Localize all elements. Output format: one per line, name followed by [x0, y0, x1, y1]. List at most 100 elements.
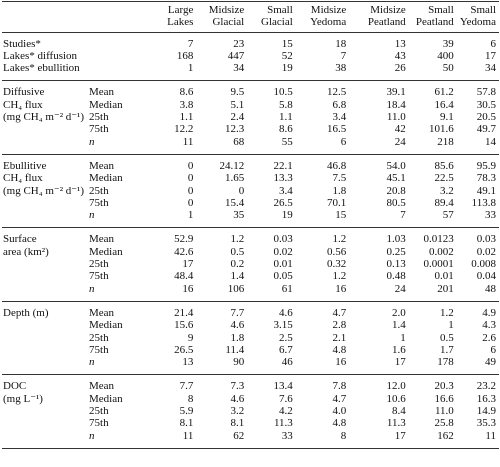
cell: 0.002 — [429, 245, 454, 258]
cell: 0.02 — [476, 245, 496, 258]
cell: 2.5 — [279, 331, 293, 344]
cell: 0.48 — [386, 270, 406, 283]
cell: 26.5 — [174, 343, 194, 356]
header-line: Small — [470, 4, 496, 16]
label-line: (mg L⁻¹) — [3, 392, 43, 405]
stat-row: Diffusive CH₄ flux (mg CH₄ m⁻² d⁻¹) Mean 8.6… — [2, 81, 499, 123]
cell: 6.7 — [279, 343, 293, 356]
cell: 57.8 — [476, 86, 496, 99]
cell: 8.1 — [179, 417, 194, 430]
column-header: Midsize Glacial — [196, 2, 247, 33]
cell: 1 — [400, 331, 406, 344]
cell: 89.4 — [434, 196, 454, 209]
cell: 6 — [490, 37, 497, 50]
cell: 1.1 — [279, 111, 293, 124]
cell: 38 — [335, 62, 347, 75]
cell: 1.03 — [386, 233, 406, 246]
stat-row: Median 0 1.65 13.3 7.5 45.1 22.5 78.3 — [2, 172, 499, 184]
cell: 11.3 — [386, 417, 406, 430]
stat-row: Median 15.6 4.6 3.15 2.8 1.4 1 4.3 — [2, 319, 499, 331]
cell: 9.5 — [230, 86, 245, 99]
cell: 1 — [187, 209, 194, 222]
stat-row: 75th 8.1 8.1 11.3 4.8 11.3 25.8 35.3 — [2, 417, 499, 429]
cell: 24 — [394, 135, 406, 148]
cell: 7 — [187, 37, 194, 50]
column-header: Large Lakes — [141, 2, 196, 33]
cell: 16.5 — [327, 123, 347, 136]
cell: 49.1 — [476, 184, 496, 197]
cell: 4.7 — [332, 392, 347, 405]
cell: 20.8 — [386, 184, 406, 197]
cell: 49.7 — [476, 123, 496, 136]
row-label: Studies* — [3, 37, 41, 50]
stat-name: 75th — [89, 343, 109, 356]
cell: 2.1 — [332, 331, 347, 344]
cell: 45.1 — [386, 172, 406, 185]
cell: 162 — [437, 429, 454, 442]
cell: 168 — [176, 49, 194, 62]
cell: 16.6 — [434, 392, 454, 405]
cell: 14.9 — [476, 405, 496, 418]
cell: 55 — [281, 135, 293, 148]
row-label: Lakes* diffusion — [3, 49, 78, 62]
cell: 34 — [485, 62, 496, 75]
cell: 52.9 — [174, 233, 194, 246]
column-header: Small Glacial — [247, 2, 296, 33]
cell: 11.4 — [225, 343, 245, 356]
stat-row: Ebullitive CH₄ flux (mg CH₄ m⁻² d⁻¹) Mean 0 2… — [2, 154, 499, 197]
stat-name: n — [89, 135, 95, 148]
cell: 46 — [281, 356, 293, 369]
cell: 85.6 — [434, 159, 454, 172]
cell: 218 — [437, 135, 454, 148]
section-label: Surface area (km²) — [2, 228, 87, 301]
cell: 12.2 — [174, 123, 194, 136]
cell: 7 — [340, 49, 347, 62]
cell: 9 — [187, 331, 194, 344]
row-label: Lakes* ebullition — [3, 62, 80, 75]
cell: 48 — [485, 282, 496, 295]
header-line: Glacial — [261, 16, 293, 29]
data-table: Large Lakes Midsize Glacial Small Glacial Mids… — [2, 1, 499, 449]
cell: 7.7 — [179, 380, 194, 393]
header-line: Glacial — [212, 16, 245, 29]
cell: 15.4 — [224, 196, 245, 209]
cell: 0.56 — [327, 245, 347, 258]
cell: 0.03 — [273, 233, 293, 246]
label-line: area (km²) — [3, 245, 49, 258]
cell: 16.3 — [476, 392, 496, 405]
cell: 16 — [182, 282, 194, 295]
cell: 1.1 — [179, 111, 194, 124]
cell: 2.8 — [332, 319, 347, 332]
cell: 201 — [437, 282, 454, 295]
cell: 13 — [394, 37, 406, 50]
cell: 106 — [227, 282, 245, 295]
cell: 12.5 — [327, 86, 347, 99]
cell: 4.6 — [230, 392, 245, 405]
cell: 11.0 — [386, 111, 406, 124]
cell: 1.2 — [332, 270, 347, 283]
cell: 5.9 — [179, 405, 194, 418]
cell: 0.13 — [386, 258, 406, 271]
cell: 78.3 — [476, 172, 496, 185]
cell: 39 — [442, 37, 454, 50]
stat-row: n 11 68 55 6 24 218 14 — [2, 136, 499, 155]
stat-row: 25th 5.9 3.2 4.2 4.0 8.4 11.0 14.9 — [2, 405, 499, 417]
cell: 10.5 — [273, 86, 293, 99]
cell: 39.1 — [386, 86, 406, 99]
stat-name: 25th — [89, 258, 109, 271]
section: Depth (m) Mean 21.4 7.7 4.6 4.7 2.0 1.2 4.9 Media… — [2, 301, 499, 374]
stat-name: Median — [89, 98, 123, 111]
cell: 4.2 — [279, 405, 293, 418]
stat-name: Median — [89, 245, 123, 258]
cell: 11.3 — [273, 417, 293, 430]
stat-name: Mean — [89, 86, 115, 99]
cell: 4.0 — [332, 405, 347, 418]
label-line: CH₄ flux — [3, 98, 43, 111]
cell: 23 — [233, 37, 245, 50]
cell: 35.3 — [476, 417, 496, 430]
cell: 7.7 — [230, 306, 245, 319]
cell: 14 — [485, 135, 496, 148]
cell: 0.04 — [476, 270, 496, 283]
count-row: Lakes* ebullition 1 34 19 38 26 50 34 — [2, 62, 499, 81]
cell: 0.2 — [230, 258, 245, 271]
